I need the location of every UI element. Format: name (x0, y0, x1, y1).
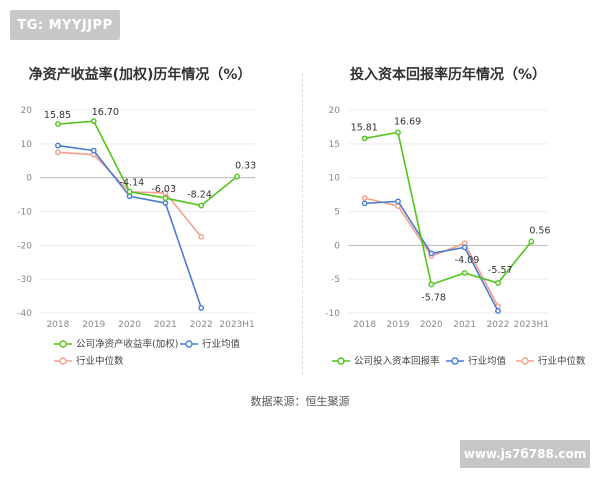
chart2-x-tick-label: 2022 (487, 320, 510, 330)
chart1-x-tick-label: 2019 (82, 320, 105, 330)
chart2-avg-point (428, 250, 435, 257)
chart1-avg-point (55, 142, 61, 149)
chart1-legend-avg-label: 行业均值 (202, 338, 241, 350)
chart2-data-label: 0.56 (529, 226, 550, 237)
chart1-company-line (57, 120, 238, 207)
chart2-company-point (461, 270, 468, 276)
chart2-avg-point (495, 308, 501, 314)
chart2-legend-avg-marker (451, 357, 459, 365)
chart1-median-point (55, 149, 61, 156)
chart1-company-point (162, 195, 169, 201)
chart2-legend-company-marker (337, 357, 345, 365)
chart2-y-tick-label: 5 (334, 208, 340, 218)
chart2-y-tick-label: 0 (334, 241, 340, 251)
chart1-legend-company-label: 公司净资产收益率(加权) (76, 338, 178, 350)
chart1-avg-point (162, 200, 169, 206)
chart1-avg-point (198, 305, 205, 311)
chart2-x-tick-label: 2021 (453, 320, 476, 330)
chart1-y-tick-label: -30 (17, 275, 32, 285)
chart1-legend-company-marker (59, 340, 67, 348)
chart1-title: 净资产收益率(加权)历年情况（%） (29, 66, 252, 83)
chart2-y-tick-label: 15 (329, 140, 340, 150)
chart2-x-tick-label: 2019 (387, 320, 410, 330)
chart1-median-point (198, 233, 205, 240)
site-watermark: www.js7б788.com (460, 440, 590, 468)
chart1-y-tick-label: -20 (17, 241, 32, 251)
chart1-y-tick-label: 10 (21, 140, 33, 150)
chart1-y-tick-label: -40 (17, 309, 32, 319)
chart1-median-point (162, 189, 169, 196)
chart-divider (302, 74, 303, 374)
chart2-x-tick-label: 2023H1 (514, 320, 549, 330)
chart1-y-tick-label: -10 (17, 208, 32, 218)
chart2-avg-point (395, 198, 401, 205)
chart1-y-tick-label: 0 (26, 174, 32, 184)
chart1-x-tick-label: 2018 (46, 320, 69, 330)
chart1-legend-avg-marker (185, 340, 193, 348)
chart1-x-tick-label: 2022 (190, 320, 213, 330)
chart1-x-tick-label: 2023H1 (219, 320, 254, 330)
data-source-note: 数据来源：恒生聚源 (250, 395, 350, 408)
chart2-legend-median-label: 行业中位数 (538, 355, 586, 367)
chart2-data-label: 15.81 (351, 122, 378, 133)
chart1-data-label: -6.03 (151, 184, 176, 195)
chart2-legend-avg-label: 行业均值 (468, 355, 507, 367)
chart1-data-label: -4.14 (120, 178, 145, 189)
chart1-data-label: 16.70 (92, 107, 119, 118)
chart1-legend-median-marker (59, 357, 67, 365)
chart1-data-label: -8.24 (187, 190, 212, 201)
chart2-title: 投入资本回报率历年情况（%） (350, 66, 546, 83)
chart1-avg-point (126, 193, 133, 200)
chart1-company-point (198, 202, 205, 209)
chart1-y-tick-label: 20 (21, 106, 33, 116)
chart2-company-point (395, 129, 401, 136)
chart2-company-point (428, 281, 435, 288)
chart2-data-label: -5.78 (421, 292, 446, 303)
chart1-company-point (55, 121, 61, 127)
chart2-company-line (364, 131, 532, 286)
chart1-avg-line (57, 144, 203, 309)
chart2-x-tick-label: 2020 (420, 320, 443, 330)
chart1-company-point (126, 188, 133, 195)
chart2-company-point (361, 135, 368, 142)
chart2-y-tick-label: -10 (325, 309, 340, 319)
chart1-avg-point (90, 147, 97, 154)
chart2-y-tick-label: 20 (329, 106, 341, 116)
chart1-company-point (90, 118, 97, 125)
channel-badge: TG: MYYJJPP (10, 10, 120, 40)
chart2-data-label: -4.09 (455, 255, 480, 266)
chart2-data-label: 16.69 (394, 116, 421, 127)
chart2-y-tick-label: 10 (329, 174, 341, 184)
chart1-company-point (234, 173, 240, 180)
chart2-company-point (495, 280, 501, 286)
chart1-x-tick-label: 2020 (118, 320, 141, 330)
chart2-legend-company-label: 公司投入资本回报率 (354, 355, 440, 367)
chart2-data-label: -5.57 (488, 265, 513, 276)
chart1-x-tick-label: 2021 (154, 320, 177, 330)
chart2-median-point (361, 195, 368, 201)
chart2-avg-point (361, 200, 368, 207)
chart1-data-label: 0.33 (235, 161, 256, 172)
chart1-legend-median-label: 行业中位数 (76, 355, 124, 367)
chart2-legend-median-marker (521, 357, 529, 365)
chart2-avg-point (461, 244, 468, 251)
chart1-data-label: 15.85 (44, 110, 71, 121)
chart2-company-point (528, 238, 535, 245)
chart2-y-tick-label: -5 (331, 275, 340, 285)
chart2-x-tick-label: 2018 (353, 320, 376, 330)
